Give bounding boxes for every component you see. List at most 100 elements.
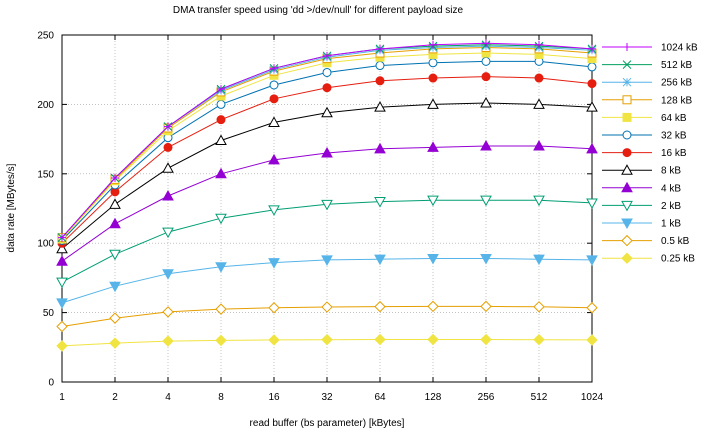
data-point (623, 43, 631, 51)
data-point (427, 98, 439, 109)
series-1024-kB (58, 39, 596, 242)
data-point (427, 333, 439, 346)
data-point (109, 198, 121, 209)
x-tick-label: 128 (425, 392, 442, 403)
data-point (268, 258, 280, 269)
data-point (480, 300, 492, 313)
data-point (215, 134, 227, 145)
data-point (109, 249, 121, 261)
data-point (56, 320, 68, 333)
series-0_5-kB (56, 300, 598, 333)
data-point (321, 255, 333, 266)
data-point (376, 44, 384, 53)
series-4-kB (56, 140, 598, 266)
data-point (621, 200, 633, 212)
legend-label: 256 kB (661, 78, 692, 89)
data-point (429, 40, 437, 49)
data-point (480, 140, 492, 151)
data-point (374, 101, 386, 112)
data-point (270, 64, 278, 73)
data-point (622, 60, 632, 69)
series-2-kB (56, 195, 598, 289)
data-point (587, 79, 597, 89)
x-axis-label: read buffer (bs parameter) [kBytes] (250, 418, 405, 429)
x-tick-label: 2 (112, 392, 118, 403)
data-point (480, 253, 492, 265)
data-point (621, 164, 633, 175)
data-point (269, 80, 279, 90)
data-point (427, 195, 439, 207)
series-0_25-kB (56, 333, 598, 352)
legend-item: 256 kB (602, 78, 692, 89)
data-point (268, 153, 280, 165)
data-point (622, 77, 632, 87)
y-tick-label: 100 (37, 239, 54, 250)
data-point (321, 301, 333, 313)
data-point (482, 39, 490, 48)
data-point (586, 101, 598, 112)
data-point (374, 197, 386, 208)
data-point (586, 142, 598, 154)
data-point (622, 95, 632, 105)
data-point (321, 146, 333, 158)
y-tick-label: 250 (37, 31, 54, 42)
axis-ticks: 1 2 4 8 16 32 64 128 256 512 1024 0 50 100 150 200 250 (37, 31, 603, 404)
data-point (164, 122, 172, 131)
data-point (621, 181, 633, 193)
legend-label: 0.5 kB (661, 236, 690, 247)
data-point (622, 130, 632, 140)
x-tick-label: 256 (478, 392, 495, 403)
data-point (535, 40, 543, 49)
data-point (58, 233, 66, 242)
legend-item: 0.25 kB (602, 252, 695, 265)
data-point (533, 98, 545, 109)
y-axis-label: data rate [MBytes/s] (6, 163, 17, 252)
legend-item: 16 kB (602, 148, 687, 159)
data-point (586, 302, 598, 314)
data-point (162, 162, 174, 173)
data-point (215, 213, 227, 225)
data-point (321, 333, 333, 346)
data-point (427, 300, 439, 313)
series-line (61, 102, 593, 250)
data-point (586, 255, 598, 266)
series-layer (56, 39, 598, 352)
data-point (375, 61, 385, 71)
legend-item: 4 kB (602, 181, 681, 194)
data-point (216, 115, 226, 125)
x-tick-label: 4 (165, 392, 171, 403)
series-1-kB (56, 253, 598, 309)
y-tick-label: 50 (43, 308, 55, 319)
legend-label: 32 kB (661, 131, 687, 142)
data-point (533, 195, 545, 207)
data-point (215, 167, 227, 179)
data-point (56, 298, 68, 309)
x-tick-label: 32 (321, 392, 333, 403)
legend-label: 128 kB (661, 95, 692, 106)
x-tick-label: 1024 (581, 392, 604, 403)
data-point (586, 198, 598, 209)
data-point (56, 340, 68, 352)
legend-label: 64 kB (661, 113, 687, 124)
data-point (321, 106, 333, 118)
data-point (109, 281, 121, 293)
data-point (587, 62, 597, 72)
data-point (621, 218, 633, 230)
legend-item: 128 kB (602, 95, 692, 106)
legend-item: 1024 kB (602, 43, 698, 54)
y-tick-label: 200 (37, 100, 54, 111)
x-tick-label: 512 (531, 392, 548, 403)
data-point (533, 254, 545, 266)
data-point (215, 303, 227, 315)
data-point (215, 334, 227, 347)
data-point (162, 189, 174, 201)
legend-item: 32 kB (602, 130, 687, 142)
data-point (268, 334, 280, 346)
data-point (586, 334, 598, 346)
data-point (268, 116, 280, 127)
data-point (374, 333, 386, 346)
data-point (375, 76, 385, 86)
y-tick-label: 150 (37, 169, 54, 180)
x-tick-label: 16 (268, 392, 280, 403)
data-point (622, 112, 632, 122)
